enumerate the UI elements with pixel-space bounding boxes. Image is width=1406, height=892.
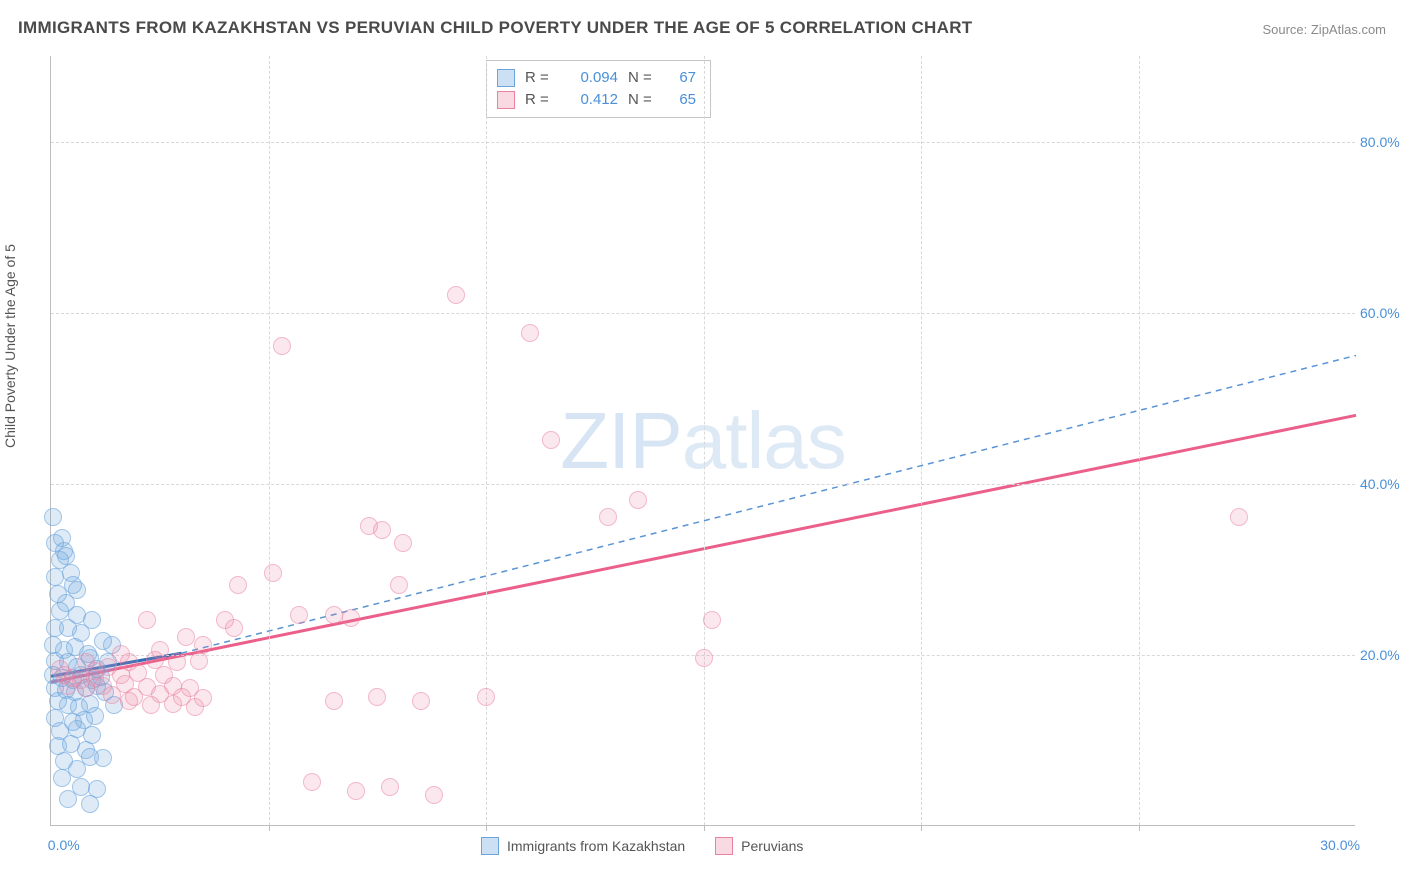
data-point bbox=[342, 609, 360, 627]
legend-swatch bbox=[715, 837, 733, 855]
data-point bbox=[425, 786, 443, 804]
data-point bbox=[229, 576, 247, 594]
data-point bbox=[264, 564, 282, 582]
data-point bbox=[142, 696, 160, 714]
data-point bbox=[521, 324, 539, 342]
data-point bbox=[477, 688, 495, 706]
data-point bbox=[51, 602, 69, 620]
plot-area: ZIPatlas R =0.094N =67R =0.412N =65 Immi… bbox=[50, 56, 1355, 826]
data-point bbox=[325, 606, 343, 624]
data-point bbox=[120, 692, 138, 710]
data-point bbox=[86, 707, 104, 725]
y-tick-label: 20.0% bbox=[1360, 647, 1406, 663]
data-point bbox=[447, 286, 465, 304]
gridline-vertical bbox=[1139, 56, 1140, 825]
data-point bbox=[368, 688, 386, 706]
data-point bbox=[59, 790, 77, 808]
data-point bbox=[164, 695, 182, 713]
data-point bbox=[599, 508, 617, 526]
data-point bbox=[51, 660, 69, 678]
data-point bbox=[59, 677, 77, 695]
legend-swatch bbox=[481, 837, 499, 855]
legend-series-label: Peruvians bbox=[741, 838, 803, 854]
x-tick-mark bbox=[704, 825, 705, 831]
source-label: Source: ZipAtlas.com bbox=[1262, 22, 1386, 37]
data-point bbox=[412, 692, 430, 710]
x-tick-label: 0.0% bbox=[48, 837, 80, 853]
data-point bbox=[629, 491, 647, 509]
bottom-legend-item: Peruvians bbox=[715, 837, 803, 855]
y-axis-title: Child Poverty Under the Age of 5 bbox=[2, 244, 18, 448]
data-point bbox=[225, 619, 243, 637]
data-point bbox=[373, 521, 391, 539]
data-point bbox=[44, 508, 62, 526]
x-tick-mark bbox=[1139, 825, 1140, 831]
data-point bbox=[138, 611, 156, 629]
bottom-legend-item: Immigrants from Kazakhstan bbox=[481, 837, 685, 855]
data-point bbox=[390, 576, 408, 594]
y-tick-label: 60.0% bbox=[1360, 305, 1406, 321]
gridline-vertical bbox=[269, 56, 270, 825]
x-tick-mark bbox=[921, 825, 922, 831]
data-point bbox=[703, 611, 721, 629]
data-point bbox=[53, 769, 71, 787]
data-point bbox=[103, 686, 121, 704]
data-point bbox=[1230, 508, 1248, 526]
data-point bbox=[273, 337, 291, 355]
data-point bbox=[81, 795, 99, 813]
bottom-legend: Immigrants from Kazakhstan Peruvians bbox=[481, 837, 803, 855]
data-point bbox=[290, 606, 308, 624]
data-point bbox=[542, 431, 560, 449]
gridline-vertical bbox=[486, 56, 487, 825]
data-point bbox=[68, 581, 86, 599]
data-point bbox=[381, 778, 399, 796]
data-point bbox=[186, 698, 204, 716]
x-tick-label: 30.0% bbox=[1320, 837, 1360, 853]
gridline-vertical bbox=[704, 56, 705, 825]
y-tick-label: 40.0% bbox=[1360, 476, 1406, 492]
x-tick-mark bbox=[486, 825, 487, 831]
data-point bbox=[177, 628, 195, 646]
data-point bbox=[77, 679, 95, 697]
x-tick-mark bbox=[269, 825, 270, 831]
data-point bbox=[190, 652, 208, 670]
gridline-vertical bbox=[921, 56, 922, 825]
data-point bbox=[325, 692, 343, 710]
data-point bbox=[695, 649, 713, 667]
y-tick-label: 80.0% bbox=[1360, 134, 1406, 150]
data-point bbox=[394, 534, 412, 552]
data-point bbox=[94, 749, 112, 767]
data-point bbox=[57, 547, 75, 565]
data-point bbox=[347, 782, 365, 800]
chart-title: IMMIGRANTS FROM KAZAKHSTAN VS PERUVIAN C… bbox=[18, 18, 972, 38]
legend-series-label: Immigrants from Kazakhstan bbox=[507, 838, 685, 854]
data-point bbox=[303, 773, 321, 791]
trend-line-extrapolated bbox=[182, 355, 1357, 653]
